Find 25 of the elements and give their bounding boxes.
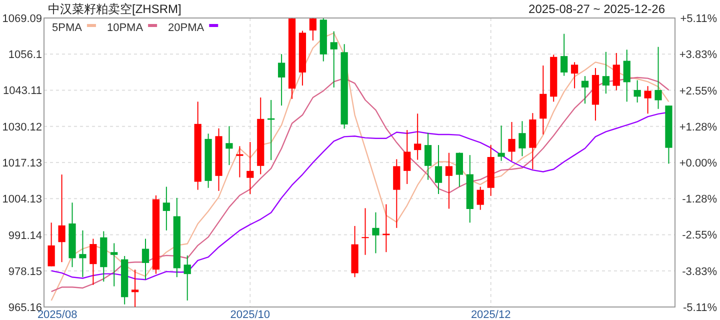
y-tick-label: 1017.13 xyxy=(2,157,42,170)
x-tick-label: 2025/12 xyxy=(470,309,511,320)
y-tick-label: 1043.11 xyxy=(3,85,42,98)
y2-tick-label: +3.83% xyxy=(679,49,718,62)
y2-tick-label: -2.55% xyxy=(682,230,718,242)
y2-tick-label: +5.11% xyxy=(680,13,718,25)
y-tick-label: 1069.09 xyxy=(2,13,42,25)
legend-label: 20PMA xyxy=(168,22,205,34)
y2-tick-label: -5.11% xyxy=(682,302,718,314)
y2-tick-label: +1.28% xyxy=(679,121,718,134)
y2-tick-label: +2.55% xyxy=(679,85,718,98)
legend-label: 5PMA xyxy=(52,22,83,34)
y2-tick-label: -1.28% xyxy=(682,194,718,206)
y-tick-label: 1056.1 xyxy=(8,49,42,62)
chart-title: 中汉菜籽粕卖空[ZHSRM] xyxy=(48,2,182,16)
y-tick-label: 991.14 xyxy=(8,230,42,242)
y-tick-label: 965.16 xyxy=(8,302,42,314)
x-tick-label: 2025/10 xyxy=(230,309,270,320)
y-tick-label: 978.15 xyxy=(8,266,42,278)
chart-subtitle: 2025-08-27 ~ 2025-12-26 xyxy=(528,2,666,16)
y2-tick-label: -3.83% xyxy=(682,266,718,278)
y-tick-label: 1004.13 xyxy=(2,194,42,206)
y-tick-label: 1030.12 xyxy=(2,121,42,134)
legend-label: 10PMA xyxy=(106,22,144,34)
y2-tick-label: +0.00% xyxy=(679,158,718,170)
